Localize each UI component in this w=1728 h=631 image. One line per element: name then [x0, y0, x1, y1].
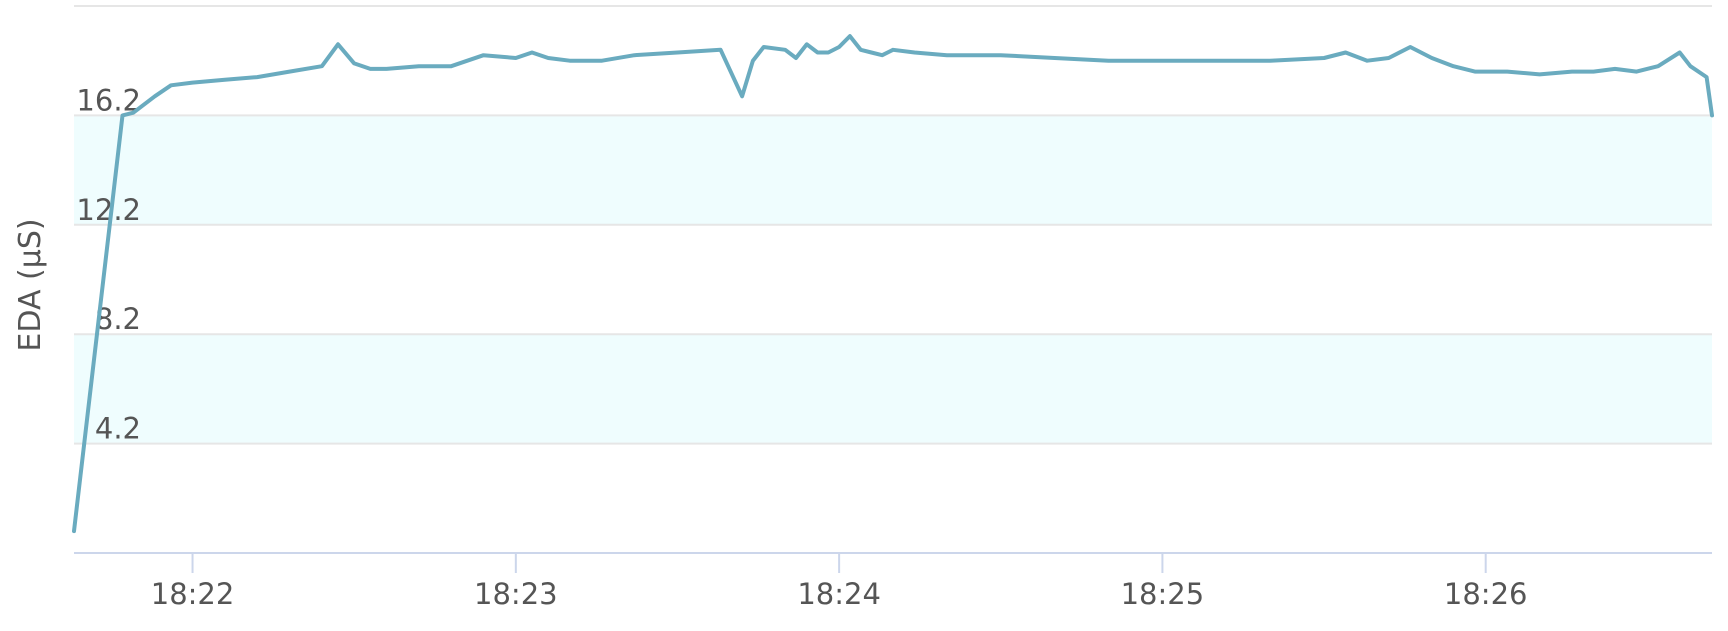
x-tick-label: 18:24 [797, 577, 881, 611]
x-tick-label: 18:23 [474, 577, 558, 611]
x-tick-labels: 18:22 18:23 18:24 18:25 18:26 [151, 577, 1528, 611]
plot-band-0 [74, 334, 1712, 444]
plot-band-1 [74, 115, 1712, 225]
series-layer [72, 34, 1714, 534]
y-gridlines [74, 5, 1712, 445]
series-line-0 [72, 34, 1714, 534]
y-tick-label: 4.2 [95, 412, 141, 446]
x-tick-label: 18:25 [1121, 577, 1205, 611]
y-tick-label: 8.2 [95, 302, 141, 336]
x-tick-label: 18:26 [1444, 577, 1528, 611]
x-tick-label: 18:22 [151, 577, 235, 611]
plot-bands [74, 115, 1712, 444]
x-axis [74, 552, 1712, 573]
y-axis-title: EDA (µS) [13, 218, 48, 351]
